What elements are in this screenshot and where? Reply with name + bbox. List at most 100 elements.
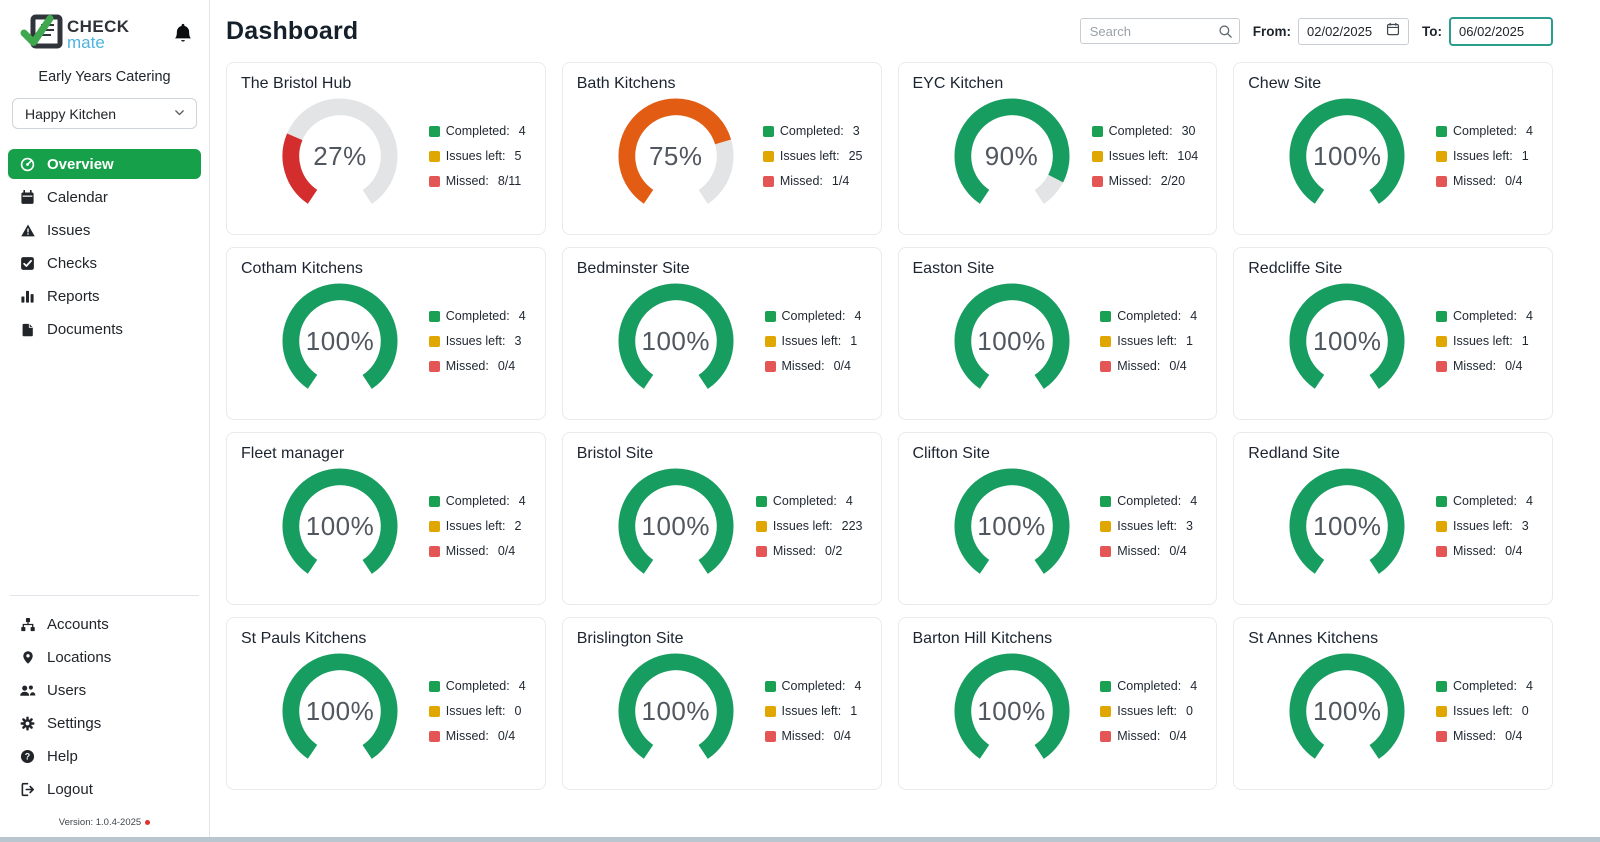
calendar-input-icon[interactable]	[1386, 22, 1400, 41]
site-card[interactable]: Redland Site 100% Completed: 4 Issues le…	[1233, 432, 1553, 605]
from-date-input[interactable]	[1307, 23, 1379, 39]
site-card[interactable]: Brislington Site 100% Completed: 4 Issue…	[561, 617, 882, 790]
gauge-chart: 27%	[281, 97, 399, 215]
legend-completed: Completed: 4	[1100, 679, 1198, 693]
warning-icon	[19, 223, 36, 238]
legend-issues-left: Issues left: 1	[1100, 334, 1198, 348]
site-name: The Bristol Hub	[241, 75, 352, 92]
legend-issues-left: Issues left: 3	[428, 334, 527, 348]
topbar-controls: From: To:	[1079, 16, 1553, 46]
sidebar-item-documents[interactable]: Documents	[8, 314, 201, 344]
legend-issues-left: Issues left: 1	[764, 704, 863, 718]
issues-left-label: Issues left:	[445, 704, 506, 718]
missed-label: Missed:	[445, 359, 489, 373]
site-card[interactable]: Bristol Site 100% Completed: 4 Issues le…	[561, 432, 882, 605]
completed-value: 3	[852, 124, 860, 138]
sidebar-item-users[interactable]: Users	[8, 675, 201, 705]
gauge-percent-label: 100%	[1313, 510, 1382, 541]
issues-left-swatch	[428, 335, 440, 347]
site-card[interactable]: Easton Site 100% Completed: 4 Issues lef…	[897, 247, 1218, 420]
sidebar-item-calendar[interactable]: Calendar	[8, 182, 201, 212]
completed-label: Completed:	[1453, 124, 1517, 138]
location-select[interactable]: Happy Kitchen	[12, 98, 197, 129]
completed-swatch	[1100, 495, 1112, 507]
site-card[interactable]: Chew Site 100% Completed: 4 Issues left:	[1233, 62, 1553, 235]
site-name: Bedminster Site	[576, 260, 690, 277]
missed-value: 0/4	[1169, 729, 1187, 743]
sidebar-item-accounts[interactable]: Accounts	[8, 609, 201, 639]
sidebar-item-issues[interactable]: Issues	[8, 215, 201, 245]
issues-left-swatch	[1436, 150, 1447, 162]
site-card[interactable]: The Bristol Hub 27% Completed: 4 Issues …	[226, 62, 546, 235]
issues-left-label: Issues left:	[1453, 519, 1513, 533]
completed-swatch	[762, 125, 774, 137]
gauge-legend: Completed: 4 Issues left: 223 Missed: 0/…	[755, 494, 863, 558]
site-card[interactable]: Cotham Kitchens 100% Completed: 4 Issues…	[226, 247, 546, 420]
legend-issues-left: Issues left: 5	[428, 149, 527, 163]
missed-label: Missed:	[1453, 544, 1497, 558]
site-card[interactable]: Bath Kitchens 75% Completed: 3 Issues le…	[561, 62, 882, 235]
gauge-legend: Completed: 4 Issues left: 3 Missed: 0/4	[1100, 494, 1198, 558]
checkmate-logo[interactable]: CHECK mate	[20, 12, 129, 57]
gauge-percent-label: 100%	[305, 510, 375, 541]
gauge-chart: 100%	[953, 652, 1071, 770]
legend-completed: Completed: 4	[428, 309, 527, 323]
legend-completed: Completed: 30	[1091, 124, 1199, 138]
site-card[interactable]: St Annes Kitchens 100% Completed: 4 Issu…	[1233, 617, 1553, 790]
sidebar-item-help[interactable]: ? Help	[8, 741, 201, 771]
site-name: Clifton Site	[912, 445, 990, 462]
legend-missed: Missed: 0/4	[1100, 544, 1198, 558]
svg-text:?: ?	[25, 751, 30, 761]
bell-icon[interactable]	[173, 22, 193, 49]
issues-left-label: Issues left:	[1117, 519, 1177, 533]
completed-label: Completed:	[1453, 679, 1517, 693]
legend-issues-left: Issues left: 25	[762, 149, 863, 163]
issues-left-swatch	[762, 150, 774, 162]
site-card[interactable]: Bedminster Site 100% Completed: 4 Issues…	[561, 247, 882, 420]
site-name: Redland Site	[1248, 445, 1340, 462]
to-date-input[interactable]	[1459, 23, 1543, 39]
site-card[interactable]: Fleet manager 100% Completed: 4 Issues l…	[226, 432, 546, 605]
missed-value: 0/4	[1505, 544, 1523, 558]
legend-missed: Missed: 0/4	[1436, 544, 1534, 558]
sidebar-item-logout[interactable]: Logout	[8, 774, 201, 804]
page-title: Dashboard	[226, 16, 359, 45]
completed-label: Completed:	[1453, 494, 1517, 508]
legend-missed: Missed: 0/4	[1436, 729, 1534, 743]
gauge-percent-label: 75%	[648, 140, 703, 171]
sidebar-item-checks[interactable]: Checks	[8, 248, 201, 278]
missed-value: 0/4	[833, 359, 851, 373]
completed-value: 4	[1190, 309, 1198, 323]
issues-left-value: 1	[1186, 334, 1193, 348]
site-card[interactable]: Barton Hill Kitchens 100% Completed: 4 I…	[897, 617, 1218, 790]
site-card[interactable]: Redcliffe Site 100% Completed: 4 Issues …	[1233, 247, 1553, 420]
site-card[interactable]: St Pauls Kitchens 100% Completed: 4 Issu…	[226, 617, 546, 790]
missed-value: 0/4	[1505, 729, 1523, 743]
gauge-percent-label: 100%	[977, 510, 1046, 541]
issues-left-label: Issues left:	[1117, 334, 1177, 348]
completed-value: 4	[1525, 679, 1533, 693]
site-card[interactable]: Clifton Site 100% Completed: 4 Issues le…	[897, 432, 1218, 605]
completed-swatch	[1436, 495, 1447, 507]
gauge-percent-label: 100%	[977, 325, 1046, 356]
gauge-legend: Completed: 30 Issues left: 104 Missed: 2…	[1091, 124, 1199, 188]
search-input[interactable]	[1079, 18, 1240, 44]
gauge-legend: Completed: 4 Issues left: 2 Missed: 0/4	[428, 494, 527, 558]
sidebar-item-locations[interactable]: Locations	[8, 642, 201, 672]
legend-completed: Completed: 4	[755, 494, 863, 508]
sidebar-item-reports[interactable]: Reports	[8, 281, 201, 311]
legend-missed: Missed: 0/4	[1436, 174, 1534, 188]
completed-value: 4	[1525, 494, 1533, 508]
issues-left-label: Issues left:	[772, 519, 833, 533]
gauge-percent-label: 100%	[641, 325, 710, 356]
sidebar-item-overview[interactable]: Overview	[8, 149, 201, 179]
sidebar-item-settings[interactable]: Settings	[8, 708, 201, 738]
site-card[interactable]: EYC Kitchen 90% Completed: 30 Issues lef…	[897, 62, 1218, 235]
issues-left-swatch	[1100, 335, 1112, 347]
gauge-percent-label: 27%	[313, 140, 367, 171]
completed-swatch	[1100, 310, 1112, 322]
missed-swatch	[755, 545, 767, 557]
legend-missed: Missed: 0/4	[1100, 359, 1198, 373]
users-icon	[19, 683, 36, 698]
gauge-chart: 100%	[617, 467, 735, 585]
